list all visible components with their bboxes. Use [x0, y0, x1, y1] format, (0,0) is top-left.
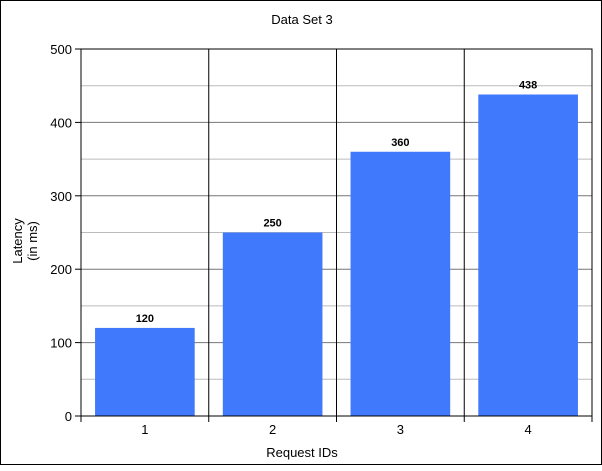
y-axis-label-line-2: (in ms) [25, 221, 40, 261]
x-tick-label: 3 [397, 422, 404, 437]
y-tick-label: 0 [65, 409, 72, 424]
bar [478, 94, 578, 417]
bar [222, 232, 323, 416]
x-axis-label: Request IDs [266, 445, 338, 460]
y-axis-label: Latency (in ms) [10, 218, 40, 264]
data-label: 120 [136, 313, 154, 325]
y-axis-label-line-1: Latency [10, 218, 25, 264]
y-tick-label: 200 [50, 262, 72, 277]
x-tick-label: 1 [141, 422, 148, 437]
data-label: 438 [519, 80, 537, 92]
y-tick-label: 100 [50, 336, 72, 351]
y-tick-label: 500 [50, 42, 72, 57]
bar [95, 327, 195, 416]
data-label: 360 [391, 137, 409, 149]
y-tick-label: 300 [50, 189, 72, 204]
x-tick-label: 2 [269, 422, 276, 437]
data-label: 250 [263, 218, 281, 230]
plot-area: 120 250 360 438 0 100 200 300 400 500 1 2 3 4 [50, 42, 593, 437]
y-tick-label: 400 [50, 115, 72, 130]
bar [350, 151, 451, 416]
chart-title: Data Set 3 [271, 12, 332, 27]
x-tick-label: 4 [525, 422, 532, 437]
